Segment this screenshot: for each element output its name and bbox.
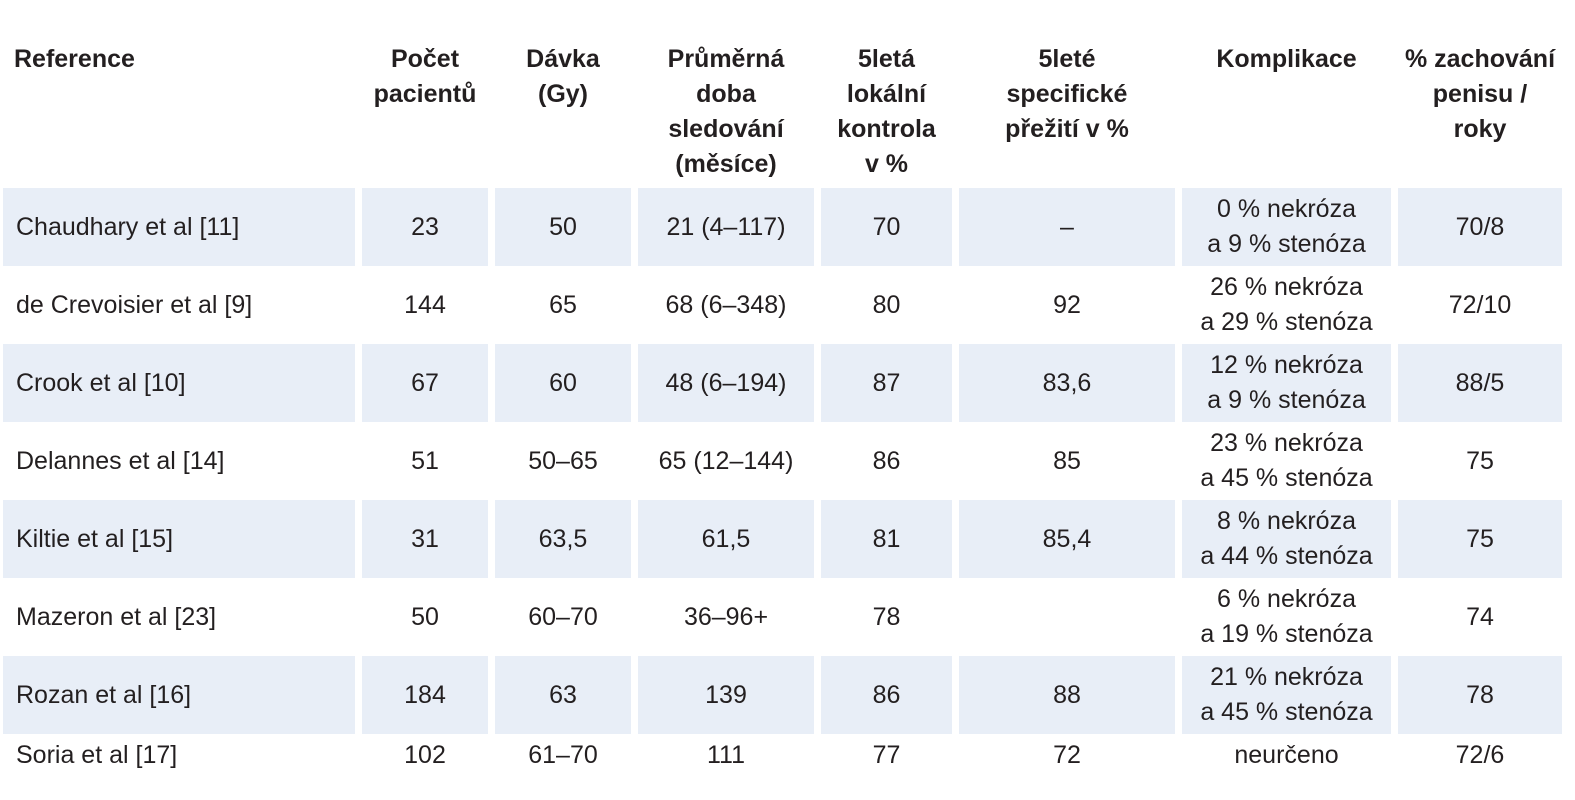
cell-dose: 63,5: [495, 500, 631, 578]
header-patient-count: Počet pacientů: [373, 45, 477, 108]
cell-local-control: 77: [872, 740, 901, 769]
cell-reference: Chaudhary et al [11]: [3, 188, 355, 266]
table-row: de Crevoisier et al [9] 144 65 68 (6–348…: [0, 266, 1575, 344]
cell-patient-count: 144: [404, 290, 446, 319]
header-dose: Dávka (Gy): [526, 45, 600, 108]
cell-penis-preservation: 72/6: [1455, 740, 1505, 769]
cell-median-followup: 65 (12–144): [658, 446, 794, 475]
cell-dose: 50: [495, 188, 631, 266]
cell-specific-survival: 88: [959, 656, 1175, 734]
cell-median-followup: 68 (6–348): [665, 290, 787, 319]
cell-median-followup: 48 (6–194): [638, 344, 814, 422]
cell-penis-preservation: 74: [1466, 602, 1494, 631]
cell-specific-survival: 85: [1053, 446, 1081, 475]
cell-dose: 60–70: [528, 602, 598, 631]
cell-complications: 12 % nekróza a 9 % stenóza: [1182, 344, 1391, 422]
header-reference: Reference: [14, 45, 135, 73]
header-local-control: 5letá lokální kontrola v %: [837, 45, 936, 178]
cell-reference: Rozan et al [16]: [3, 656, 355, 734]
cell-reference: Kiltie et al [15]: [3, 500, 355, 578]
table-row: Rozan et al [16] 184 63 139 86 88 21 % n…: [0, 656, 1575, 734]
cell-reference: Soria et al [17]: [16, 740, 178, 769]
cell-complications: 0 % nekróza a 9 % stenóza: [1182, 188, 1391, 266]
cell-patient-count: 102: [404, 740, 446, 769]
table-row: Soria et al [17] 102 61–70 111 77 72 neu…: [0, 722, 1575, 788]
table-row: Chaudhary et al [11] 23 50 21 (4–117) 70…: [0, 188, 1575, 266]
cell-dose: 61–70: [528, 740, 598, 769]
cell-patient-count: 184: [362, 656, 488, 734]
cell-penis-preservation: 75: [1398, 500, 1562, 578]
table-header-row: Reference Počet pacientů Dávka (Gy) Prům…: [0, 0, 1575, 188]
cell-dose: 60: [495, 344, 631, 422]
cell-complications: neurčeno: [1234, 740, 1339, 769]
header-specific-survival: 5leté specifické přežití v %: [1005, 45, 1129, 143]
cell-local-control: 87: [821, 344, 952, 422]
cell-local-control: 70: [821, 188, 952, 266]
cell-reference: Delannes et al [14]: [16, 446, 225, 475]
cell-dose: 65: [549, 290, 577, 319]
header-complications: Komplikace: [1216, 45, 1357, 73]
cell-patient-count: 50: [411, 602, 439, 631]
table-row: Crook et al [10] 67 60 48 (6–194) 87 83,…: [0, 344, 1575, 422]
cell-specific-survival: 85,4: [959, 500, 1175, 578]
cell-patient-count: 51: [411, 446, 439, 475]
cell-complications: 26 % nekróza a 29 % stenóza: [1200, 273, 1373, 336]
cell-median-followup: 61,5: [638, 500, 814, 578]
table-row: Mazeron et al [23] 50 60–70 36–96+ 78 6 …: [0, 578, 1575, 656]
header-median-followup: Průměrná doba sledování (měsíce): [667, 45, 785, 178]
cell-local-control: 80: [872, 290, 901, 319]
cell-median-followup: 21 (4–117): [638, 188, 814, 266]
cell-reference: de Crevoisier et al [9]: [16, 290, 253, 319]
cell-dose: 63: [495, 656, 631, 734]
cell-penis-preservation: 75: [1466, 446, 1494, 475]
cell-reference: Mazeron et al [23]: [16, 602, 217, 631]
cell-reference: Crook et al [10]: [3, 344, 355, 422]
cell-complications: 23 % nekróza a 45 % stenóza: [1200, 429, 1373, 492]
cell-penis-preservation: 72/10: [1448, 290, 1512, 319]
cell-specific-survival: –: [959, 188, 1175, 266]
cell-patient-count: 23: [362, 188, 488, 266]
cell-specific-survival: 72: [1053, 740, 1081, 769]
cell-patient-count: 31: [362, 500, 488, 578]
cell-local-control: 86: [821, 656, 952, 734]
cell-local-control: 78: [872, 602, 901, 631]
cell-specific-survival: 92: [1053, 290, 1081, 319]
cell-penis-preservation: 78: [1398, 656, 1562, 734]
cell-median-followup: 111: [706, 740, 745, 769]
cell-complications: 8 % nekróza a 44 % stenóza: [1182, 500, 1391, 578]
table-row: Kiltie et al [15] 31 63,5 61,5 81 85,4 8…: [0, 500, 1575, 578]
cell-dose: 50–65: [528, 446, 598, 475]
cell-local-control: 81: [821, 500, 952, 578]
cell-penis-preservation: 88/5: [1398, 344, 1562, 422]
cell-local-control: 86: [872, 446, 901, 475]
header-penis-preservation: % zachování penisu / roky: [1404, 45, 1556, 143]
cell-specific-survival: [959, 578, 1175, 656]
cell-patient-count: 67: [362, 344, 488, 422]
cell-specific-survival: 83,6: [959, 344, 1175, 422]
cell-median-followup: 139: [638, 656, 814, 734]
cell-complications: 21 % nekróza a 45 % stenóza: [1182, 656, 1391, 734]
cell-complications: 6 % nekróza a 19 % stenóza: [1200, 585, 1373, 648]
cell-penis-preservation: 70/8: [1398, 188, 1562, 266]
table-row: Delannes et al [14] 51 50–65 65 (12–144)…: [0, 422, 1575, 500]
cell-median-followup: 36–96+: [683, 602, 769, 631]
